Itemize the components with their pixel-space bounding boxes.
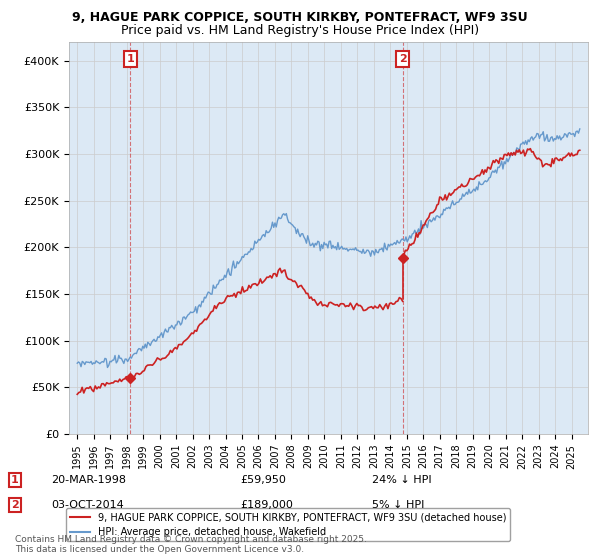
- Text: £59,950: £59,950: [240, 475, 286, 485]
- Text: Price paid vs. HM Land Registry's House Price Index (HPI): Price paid vs. HM Land Registry's House …: [121, 24, 479, 36]
- Text: 03-OCT-2014: 03-OCT-2014: [51, 500, 124, 510]
- Text: 2: 2: [11, 500, 19, 510]
- Text: Contains HM Land Registry data © Crown copyright and database right 2025.
This d: Contains HM Land Registry data © Crown c…: [15, 535, 367, 554]
- Text: 9, HAGUE PARK COPPICE, SOUTH KIRKBY, PONTEFRACT, WF9 3SU: 9, HAGUE PARK COPPICE, SOUTH KIRKBY, PON…: [72, 11, 528, 24]
- Text: 1: 1: [127, 54, 134, 64]
- Text: 20-MAR-1998: 20-MAR-1998: [51, 475, 126, 485]
- Text: £189,000: £189,000: [240, 500, 293, 510]
- Text: 1: 1: [11, 475, 19, 485]
- Text: 24% ↓ HPI: 24% ↓ HPI: [372, 475, 431, 485]
- Legend: 9, HAGUE PARK COPPICE, SOUTH KIRKBY, PONTEFRACT, WF9 3SU (detached house), HPI: : 9, HAGUE PARK COPPICE, SOUTH KIRKBY, PON…: [67, 508, 510, 541]
- Text: 5% ↓ HPI: 5% ↓ HPI: [372, 500, 424, 510]
- Text: 2: 2: [399, 54, 407, 64]
